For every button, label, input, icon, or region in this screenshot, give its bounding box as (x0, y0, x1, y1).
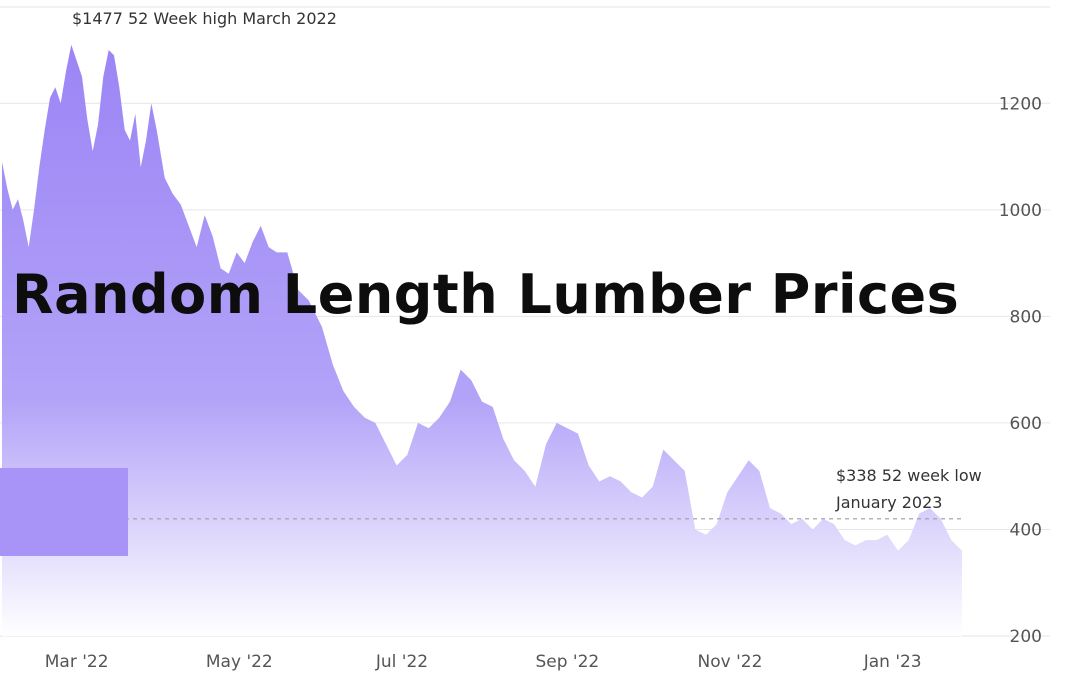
y-tick-label: 1200 (999, 94, 1042, 114)
x-tick-label: Nov '22 (698, 652, 763, 672)
price-area-series (2, 44, 962, 636)
low-annotation-line1: $338 52 week low (836, 466, 982, 485)
y-tick-label: 200 (1010, 627, 1042, 647)
headline-title: Random Length Lumber Prices (12, 263, 960, 326)
y-tick-label: 800 (1010, 307, 1042, 327)
x-tick-label: Sep '22 (535, 652, 599, 672)
y-tick-label: 600 (1010, 414, 1042, 434)
high-annotation: $1477 52 Week high March 2022 (72, 9, 337, 28)
x-tick-label: Mar '22 (45, 652, 109, 672)
x-axis-ticks: Mar '22 May '22 Jul '22 Sep '22 Nov '22 Jan '… (45, 652, 922, 672)
x-tick-label: Jul '22 (375, 652, 428, 672)
y-tick-label: 400 (1010, 520, 1042, 540)
x-tick-label: Jan '23 (863, 652, 922, 672)
overlay-box (0, 468, 128, 556)
y-tick-label: 1000 (999, 201, 1042, 221)
x-tick-label: May '22 (206, 652, 273, 672)
y-axis-ticks: 1200 1000 800 600 400 200 (999, 94, 1042, 647)
price-area (2, 44, 962, 636)
low-annotation-line2: January 2023 (835, 493, 942, 512)
